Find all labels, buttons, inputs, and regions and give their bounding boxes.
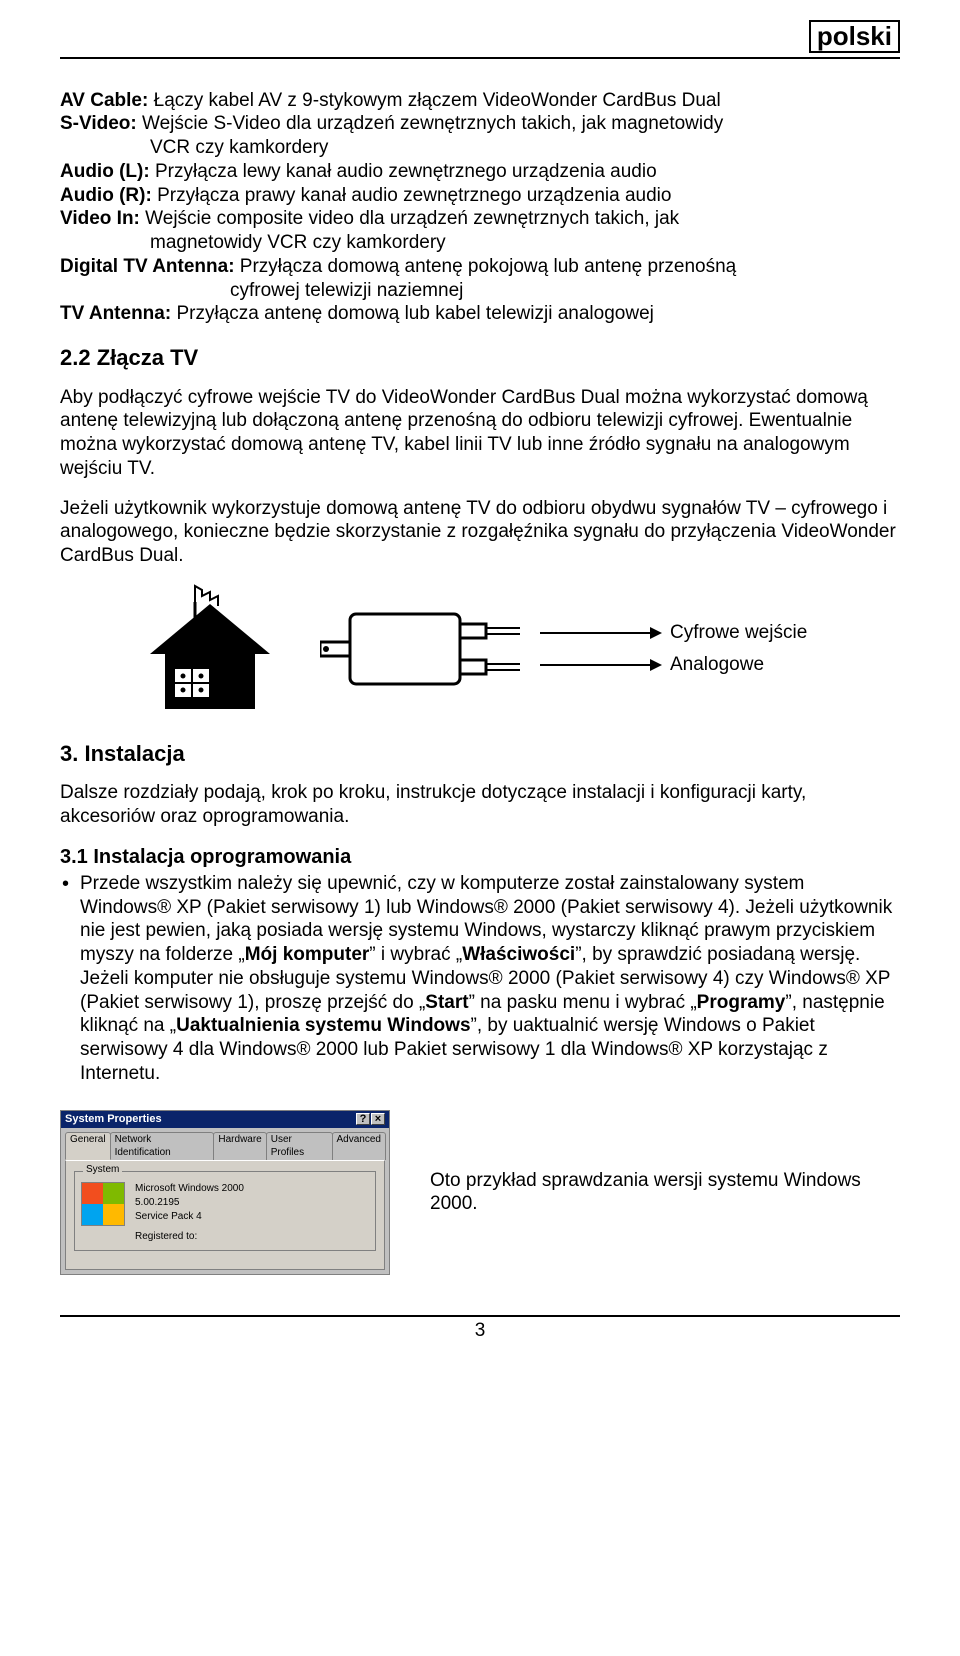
os-version: 5.00.2195 bbox=[135, 1196, 244, 1210]
section-2-2-p2: Jeżeli użytkownik wykorzystuje domową an… bbox=[60, 497, 900, 568]
group-label: System bbox=[83, 1164, 122, 1177]
dialog-body: System Microsoft Windows 2000 5.00.2195 … bbox=[65, 1160, 385, 1270]
os-sp: Service Pack 4 bbox=[135, 1210, 244, 1224]
def-svideo-2: VCR czy kamkordery bbox=[60, 136, 900, 160]
def-av-cable: AV Cable: Łączy kabel AV z 9-stykowym zł… bbox=[60, 89, 900, 113]
system-properties-dialog: System Properties ?× General Network Ide… bbox=[60, 1110, 390, 1276]
language-badge: polski bbox=[809, 20, 900, 53]
section-3-title: 3. Instalacja bbox=[60, 740, 900, 768]
tab-hardware[interactable]: Hardware bbox=[213, 1132, 266, 1160]
def-audio-l: Audio (L): Przyłącza lewy kanał audio ze… bbox=[60, 160, 900, 184]
close-button[interactable]: × bbox=[371, 1113, 385, 1125]
splitter-illustration: Cyfrowe wejście Analogowe bbox=[60, 584, 900, 714]
def-dtv-antenna: Digital TV Antenna: Przyłącza domową ant… bbox=[60, 255, 900, 279]
page-number: 3 bbox=[60, 1319, 900, 1343]
page-footer: 3 bbox=[60, 1315, 900, 1343]
screenshot-row: System Properties ?× General Network Ide… bbox=[60, 1110, 900, 1276]
section-3-1-bullet: Przede wszystkim należy się upewnić, czy… bbox=[60, 872, 900, 1086]
tab-advanced[interactable]: Advanced bbox=[332, 1132, 386, 1160]
def-tv-antenna: TV Antenna: Przyłącza antenę domową lub … bbox=[60, 302, 900, 326]
splitter-icon bbox=[320, 594, 520, 704]
titlebar-buttons: ?× bbox=[355, 1113, 385, 1127]
def-svideo: S-Video: Wejście S-Video dla urządzeń ze… bbox=[60, 112, 900, 136]
def-dtv-antenna-2: cyfrowej telewizji naziemnej bbox=[60, 279, 900, 303]
registered-to-label: Registered to: bbox=[135, 1230, 244, 1244]
connector-definitions: AV Cable: Łączy kabel AV z 9-stykowym zł… bbox=[60, 89, 900, 327]
label-digital: Cyfrowe wejście bbox=[540, 621, 807, 645]
def-audio-r: Audio (R): Przyłącza prawy kanał audio z… bbox=[60, 184, 900, 208]
os-name: Microsoft Windows 2000 bbox=[135, 1182, 244, 1196]
dialog-titlebar: System Properties ?× bbox=[61, 1111, 389, 1129]
splitter-labels: Cyfrowe wejście Analogowe bbox=[540, 613, 807, 685]
system-group: System Microsoft Windows 2000 5.00.2195 … bbox=[74, 1171, 376, 1251]
house-icon bbox=[120, 584, 300, 714]
section-2-2-title: 2.2 Złącza TV bbox=[60, 344, 900, 372]
section-3-p: Dalsze rozdziały podają, krok po kroku, … bbox=[60, 781, 900, 829]
section-3-1-title: 3.1 Instalacja oprogramowania bbox=[60, 845, 900, 870]
dialog-tabs: General Network Identification Hardware … bbox=[61, 1128, 389, 1160]
def-video-in: Video In: Wejście composite video dla ur… bbox=[60, 207, 900, 231]
windows-logo-icon bbox=[81, 1182, 125, 1226]
label-analog: Analogowe bbox=[540, 653, 807, 677]
system-info-text: Microsoft Windows 2000 5.00.2195 Service… bbox=[135, 1182, 244, 1244]
screenshot-caption: Oto przykład sprawdzania wersji systemu … bbox=[430, 1169, 900, 1217]
section-2-2-p1: Aby podłączyć cyfrowe wejście TV do Vide… bbox=[60, 386, 900, 481]
header-bar: polski bbox=[60, 20, 900, 59]
tab-network[interactable]: Network Identification bbox=[110, 1132, 215, 1160]
dialog-title: System Properties bbox=[65, 1113, 162, 1127]
tab-general[interactable]: General bbox=[65, 1132, 111, 1160]
help-button[interactable]: ? bbox=[356, 1113, 370, 1125]
def-video-in-2: magnetowidy VCR czy kamkordery bbox=[60, 231, 900, 255]
tab-profiles[interactable]: User Profiles bbox=[266, 1132, 333, 1160]
